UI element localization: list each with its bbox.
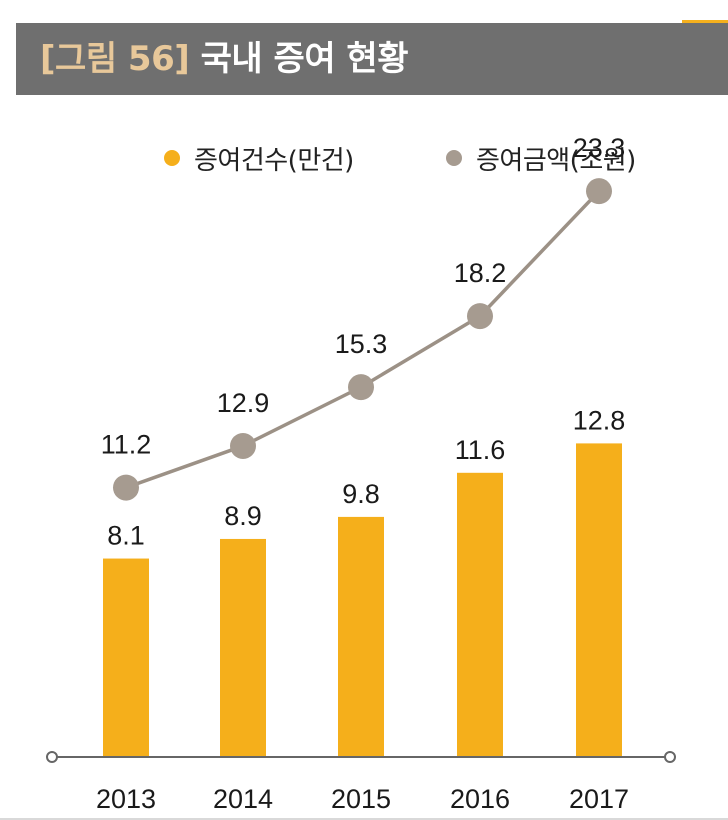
figure-title-bar: [그림 56] 국내 증여 현황 (16, 23, 728, 95)
legend-dot-line-series (446, 150, 462, 166)
line-value-label-2014: 12.9 (217, 388, 270, 418)
x-axis-start-cap (46, 751, 58, 763)
line-point-2016 (467, 303, 493, 330)
line-value-label-2017: 23.3 (573, 133, 626, 163)
line-point-2013 (113, 474, 139, 501)
bar-value-label-2014: 8.9 (224, 501, 262, 531)
figure-number: [그림 56] (40, 39, 190, 79)
bar-2013 (103, 558, 149, 757)
line-point-2017 (586, 178, 612, 205)
bar-value-label-2015: 9.8 (342, 479, 380, 509)
x-axis-end-cap (664, 751, 676, 763)
x-tick-label-2014: 2014 (213, 784, 273, 814)
bar-2016 (457, 472, 503, 757)
legend-label-line-series: 증여금액(조원) (476, 145, 636, 176)
bar-2015 (338, 516, 384, 757)
figure-title: 국내 증여 현황 (200, 39, 409, 79)
line-value-label-2016: 18.2 (454, 258, 507, 288)
line-value-label-2015: 15.3 (335, 329, 388, 359)
line-point-2014 (230, 432, 256, 459)
line-value-label-2013: 11.2 (101, 430, 152, 460)
x-tick-label-2017: 2017 (569, 784, 629, 814)
title-accent-line (682, 20, 728, 23)
legend-item-bar-series: 증여건수(만건) (164, 138, 354, 178)
legend-item-line-series: 증여금액(조원) (446, 138, 636, 178)
x-tick-label-2015: 2015 (331, 784, 391, 814)
legend-dot-bar-series (164, 150, 180, 166)
page-bottom-rule (0, 818, 728, 820)
line-point-2015 (348, 374, 374, 401)
legend-label-bar-series: 증여건수(만건) (194, 145, 354, 176)
bar-2014 (220, 538, 266, 757)
x-tick-label-2013: 2013 (96, 784, 156, 814)
bar-value-label-2013: 8.1 (107, 521, 145, 551)
bar-value-label-2017: 12.8 (573, 405, 626, 435)
chart-legend: 증여건수(만건) 증여금액(조원) (0, 138, 728, 178)
x-tick-label-2016: 2016 (450, 784, 510, 814)
bar-2017 (576, 443, 622, 757)
bar-value-label-2016: 11.6 (455, 435, 506, 465)
